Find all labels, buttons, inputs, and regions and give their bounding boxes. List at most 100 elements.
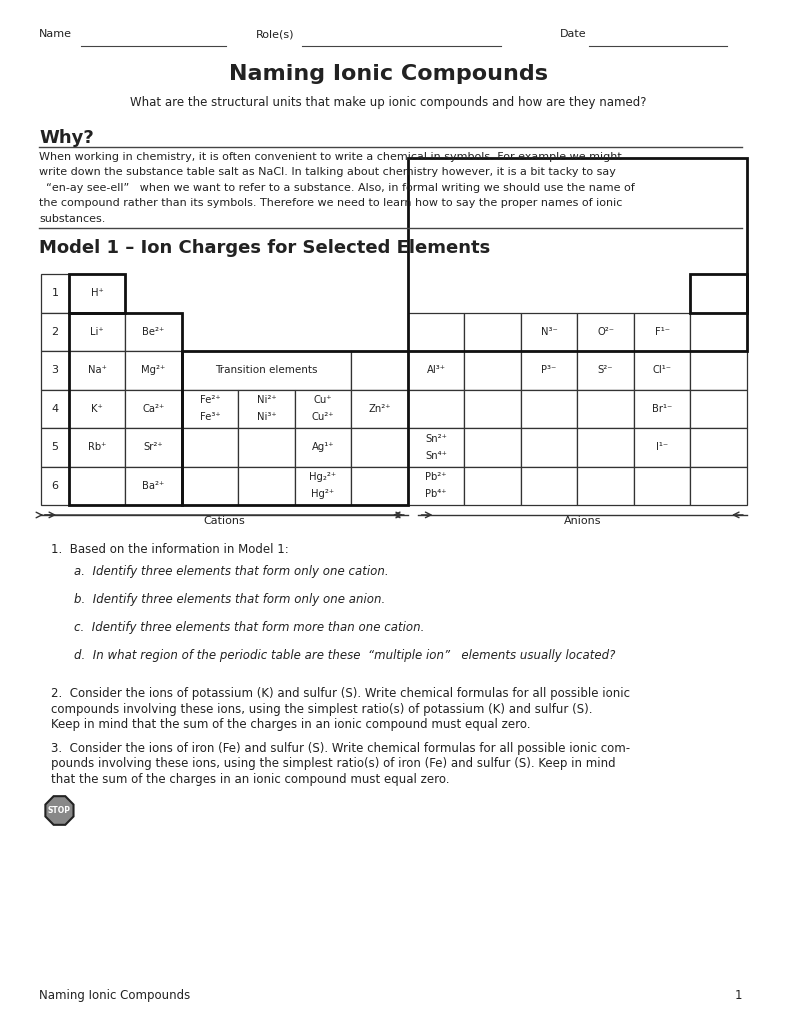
Text: I¹⁻: I¹⁻ <box>656 442 668 453</box>
Text: What are the structural units that make up ionic compounds and how are they name: What are the structural units that make … <box>131 96 647 109</box>
Text: Al³⁺: Al³⁺ <box>426 366 445 375</box>
Text: Hg²⁺: Hg²⁺ <box>312 489 335 500</box>
Bar <box>69 428 125 467</box>
Bar <box>464 467 520 505</box>
Text: F¹⁻: F¹⁻ <box>655 327 669 337</box>
Bar <box>351 351 408 389</box>
Bar <box>41 428 69 467</box>
Bar <box>691 274 747 312</box>
Text: Keep in mind that the sum of the charges in an ionic compound must equal zero.: Keep in mind that the sum of the charges… <box>51 718 531 731</box>
Text: Mg²⁺: Mg²⁺ <box>142 366 165 375</box>
Text: Name: Name <box>40 29 72 39</box>
Bar <box>408 389 464 428</box>
Text: Ag¹⁺: Ag¹⁺ <box>312 442 335 453</box>
Bar <box>125 351 182 389</box>
Bar <box>182 351 351 389</box>
Bar <box>125 428 182 467</box>
Text: c.  Identify three elements that form more than one cation.: c. Identify three elements that form mor… <box>74 621 424 634</box>
Text: Naming Ionic Compounds: Naming Ionic Compounds <box>40 989 191 1002</box>
Bar <box>520 389 577 428</box>
Text: Anions: Anions <box>563 515 601 525</box>
Text: Model 1 – Ion Charges for Selected Elements: Model 1 – Ion Charges for Selected Eleme… <box>40 239 490 257</box>
Text: P³⁻: P³⁻ <box>541 366 557 375</box>
Bar <box>351 428 408 467</box>
Bar <box>295 428 351 467</box>
Bar <box>125 312 182 351</box>
Text: Fe³⁺: Fe³⁺ <box>200 413 221 422</box>
Bar <box>691 274 747 312</box>
Bar <box>125 467 182 505</box>
Bar <box>41 467 69 505</box>
Text: Sr²⁺: Sr²⁺ <box>144 442 164 453</box>
Bar <box>41 312 69 351</box>
Text: Pb²⁺: Pb²⁺ <box>426 472 447 482</box>
Bar <box>69 351 125 389</box>
Bar <box>634 467 691 505</box>
Text: b.  Identify three elements that form only one anion.: b. Identify three elements that form onl… <box>74 593 385 606</box>
Bar <box>182 467 238 505</box>
Text: Sn⁴⁺: Sn⁴⁺ <box>425 451 447 461</box>
Text: O²⁻: O²⁻ <box>597 327 614 337</box>
Bar <box>577 389 634 428</box>
Text: Ba²⁺: Ba²⁺ <box>142 480 165 490</box>
Bar <box>41 274 69 312</box>
Text: Date: Date <box>560 29 587 39</box>
Text: Br¹⁻: Br¹⁻ <box>652 403 672 414</box>
Bar <box>295 467 351 505</box>
Text: 4: 4 <box>51 403 59 414</box>
Text: K⁺: K⁺ <box>91 403 103 414</box>
Bar <box>634 351 691 389</box>
Bar <box>577 351 634 389</box>
Bar <box>238 389 295 428</box>
Text: Ni²⁺: Ni²⁺ <box>257 395 276 406</box>
Text: 6: 6 <box>51 480 59 490</box>
Bar <box>408 467 464 505</box>
Bar <box>634 428 691 467</box>
Text: Rb⁺: Rb⁺ <box>88 442 106 453</box>
Bar <box>351 467 408 505</box>
Text: Fe²⁺: Fe²⁺ <box>200 395 221 406</box>
Bar <box>69 389 125 428</box>
Bar <box>691 428 747 467</box>
Bar <box>520 428 577 467</box>
Text: Sn²⁺: Sn²⁺ <box>425 434 447 443</box>
Bar <box>238 428 295 467</box>
Bar <box>691 467 747 505</box>
Text: d.  In what region of the periodic table are these  “multiple ion”   elements us: d. In what region of the periodic table … <box>74 649 615 662</box>
Bar <box>69 312 182 505</box>
Text: “en-ay see-ell”   when we want to refer to a substance. Also, in formal writing : “en-ay see-ell” when we want to refer to… <box>40 183 635 193</box>
Text: 3: 3 <box>51 366 59 375</box>
Bar <box>464 389 520 428</box>
Text: 2: 2 <box>51 327 59 337</box>
Bar <box>408 159 747 351</box>
Text: a.  Identify three elements that form only one cation.: a. Identify three elements that form onl… <box>74 565 388 578</box>
Bar <box>691 351 747 389</box>
Text: 2.  Consider the ions of potassium (K) and sulfur (S). Write chemical formulas f: 2. Consider the ions of potassium (K) an… <box>51 687 630 700</box>
Bar <box>577 467 634 505</box>
Text: H⁺: H⁺ <box>91 288 104 298</box>
Bar <box>69 312 125 351</box>
Text: Hg₂²⁺: Hg₂²⁺ <box>309 472 337 482</box>
Text: Na⁺: Na⁺ <box>88 366 107 375</box>
Text: write down the substance table salt as NaCl. In talking about chemistry however,: write down the substance table salt as N… <box>40 168 616 177</box>
Bar <box>41 351 69 389</box>
Text: Cu²⁺: Cu²⁺ <box>312 413 335 422</box>
Bar <box>125 389 182 428</box>
Bar <box>408 312 464 351</box>
Text: Role(s): Role(s) <box>255 29 294 39</box>
Text: 1: 1 <box>734 989 742 1002</box>
Text: Be²⁺: Be²⁺ <box>142 327 165 337</box>
Text: Zn²⁺: Zn²⁺ <box>369 403 391 414</box>
Bar <box>408 351 464 389</box>
Text: that the sum of the charges in an ionic compound must equal zero.: that the sum of the charges in an ionic … <box>51 773 449 786</box>
Bar <box>408 428 464 467</box>
Text: Ca²⁺: Ca²⁺ <box>142 403 165 414</box>
Bar <box>634 312 691 351</box>
Bar <box>182 389 238 428</box>
Text: Cations: Cations <box>203 515 245 525</box>
Bar <box>295 389 351 428</box>
Text: pounds involving these ions, using the simplest ratio(s) of iron (Fe) and sulfur: pounds involving these ions, using the s… <box>51 758 615 770</box>
Bar <box>520 312 577 351</box>
Bar <box>41 389 69 428</box>
Bar <box>464 428 520 467</box>
